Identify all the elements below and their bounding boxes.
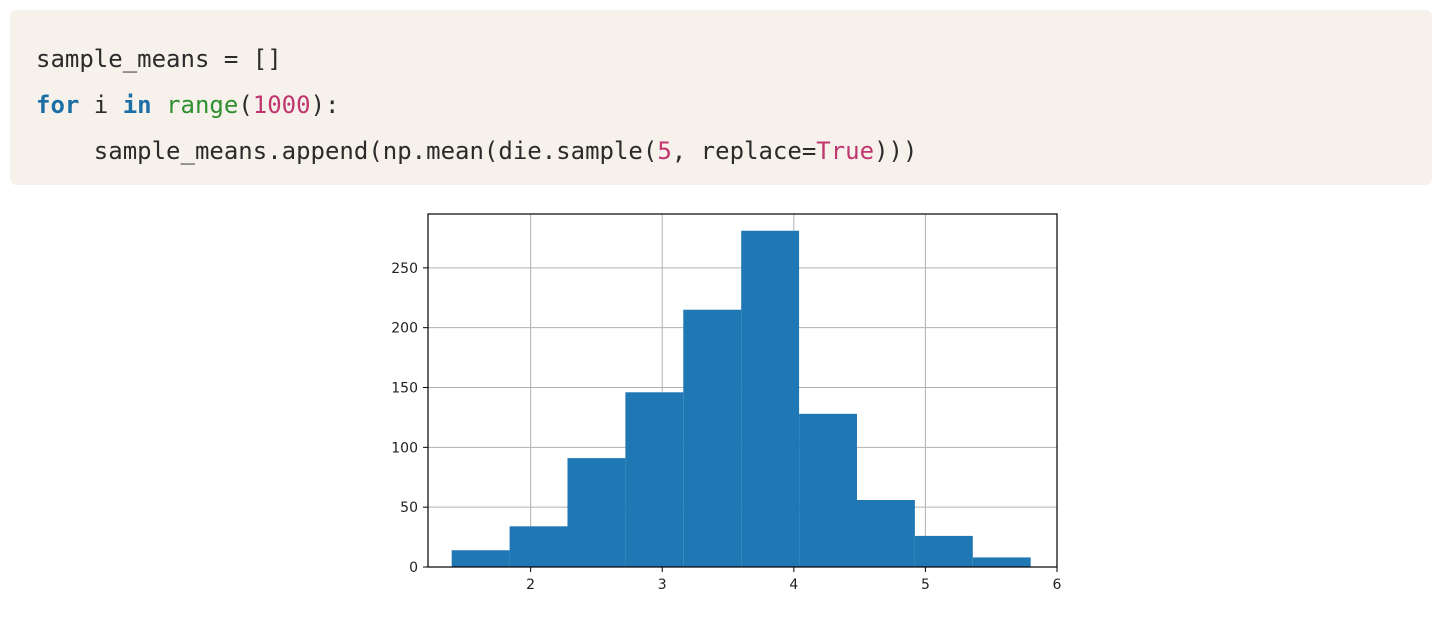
space	[152, 91, 166, 119]
histogram-bar	[799, 413, 857, 567]
tick-layer: 2 3 4 5 6 0 50 100 150 200 250	[391, 261, 1061, 593]
number-literal: 1000	[252, 91, 311, 119]
histogram-chart: 2 3 4 5 6 0 50 100 150 200 250	[391, 213, 1062, 593]
indent	[36, 137, 94, 165]
histogram-bar	[683, 309, 742, 567]
x-tick-label: 4	[789, 577, 798, 593]
plot-frame	[427, 213, 1058, 568]
histogram-bar	[451, 550, 510, 567]
code-cell: sample_means = [] for i in range(1000): …	[10, 10, 1432, 185]
y-tick-label: 0	[409, 560, 418, 576]
histogram-bar	[914, 535, 973, 567]
histogram-bar	[741, 230, 800, 567]
histogram-bar	[856, 499, 915, 567]
builtin-range: range	[166, 91, 239, 119]
axis-layer	[427, 213, 1058, 568]
x-tick-label: 5	[921, 577, 930, 593]
loop-variable: i	[79, 91, 123, 119]
number-literal: 5	[657, 137, 672, 165]
code-line-1: sample_means = []	[36, 36, 1432, 82]
histogram-bar	[509, 526, 568, 567]
paren-close: ):	[310, 91, 340, 119]
x-tick-label: 2	[526, 577, 535, 593]
code-text: , replace=	[671, 137, 817, 165]
x-tick-label: 6	[1053, 577, 1062, 593]
histogram-figure: 2 3 4 5 6 0 50 100 150 200 250	[360, 200, 1080, 610]
histogram-bar	[972, 557, 1031, 567]
y-tick-label: 200	[391, 321, 418, 337]
code-line-2: for i in range(1000):	[36, 82, 1432, 128]
boolean-literal: True	[816, 137, 875, 165]
y-tick-label: 150	[391, 381, 418, 397]
keyword-in: in	[122, 91, 152, 119]
histogram-bar	[625, 392, 684, 567]
keyword-for: for	[36, 91, 80, 119]
code-text: )))	[874, 137, 918, 165]
code-text: sample_means.append(np.mean(die.sample(	[93, 137, 658, 165]
bar-layer	[451, 230, 1031, 567]
code-line-3: sample_means.append(np.mean(die.sample(5…	[36, 128, 1432, 174]
y-tick-label: 50	[400, 500, 418, 516]
y-tick-label: 250	[391, 261, 418, 277]
x-tick-label: 3	[658, 577, 667, 593]
histogram-bar	[567, 458, 626, 567]
y-tick-label: 100	[391, 440, 418, 456]
code-text: sample_means = []	[36, 45, 282, 73]
paren-open: (	[238, 91, 253, 119]
